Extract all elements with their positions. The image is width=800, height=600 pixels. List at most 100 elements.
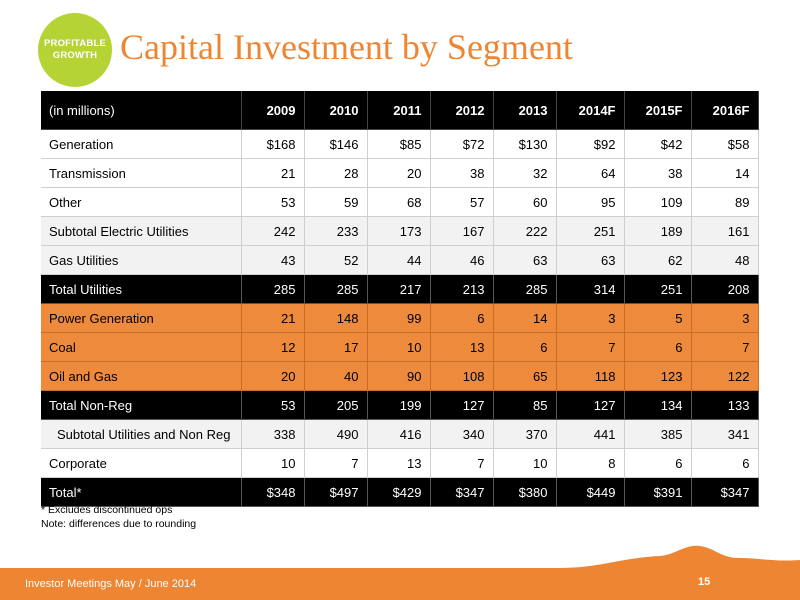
table-cell: 6	[624, 332, 692, 362]
header-year: 2015F	[624, 91, 692, 130]
table-cell: 7	[430, 448, 494, 478]
row-label: Transmission	[41, 158, 242, 188]
table-cell: 17	[304, 332, 368, 362]
table-cell: 208	[691, 274, 759, 304]
table-cell: 127	[556, 390, 625, 420]
row-label: Total Non-Reg	[41, 390, 242, 420]
table-cell: 122	[691, 361, 759, 391]
table-cell: 10	[367, 332, 431, 362]
row-label: Subtotal Utilities and Non Reg	[41, 419, 242, 449]
footer-event-text: Investor Meetings May / June 2014	[25, 578, 197, 590]
table-cell: $449	[556, 477, 625, 507]
table-cell: 57	[430, 187, 494, 217]
table-row: Total Utilities 285 285 217 213 285 314 251 208	[41, 274, 759, 304]
table-cell: 20	[241, 361, 305, 391]
header-year: 2016F	[691, 91, 759, 130]
table-cell: 12	[241, 332, 305, 362]
table-cell: 370	[493, 419, 557, 449]
row-label: Corporate	[41, 448, 242, 478]
table-row: Gas Utilities 43 52 44 46 63 63 62 48	[41, 245, 759, 275]
table-row: Generation $168 $146 $85 $72 $130 $92 $42 $58	[41, 129, 759, 159]
table-cell: 53	[241, 390, 305, 420]
table-cell: 38	[624, 158, 692, 188]
row-label: Other	[41, 187, 242, 217]
table-cell: 32	[493, 158, 557, 188]
header-year: 2013	[493, 91, 557, 130]
table-cell: $168	[241, 129, 305, 159]
table-cell: 213	[430, 274, 494, 304]
table-cell: 95	[556, 187, 625, 217]
table-cell: 490	[304, 419, 368, 449]
table-cell: 173	[367, 216, 431, 246]
table-cell: 242	[241, 216, 305, 246]
table-cell: 148	[304, 303, 368, 333]
table-cell: 85	[493, 390, 557, 420]
table-cell: 123	[624, 361, 692, 391]
row-label: Subtotal Electric Utilities	[41, 216, 242, 246]
table-cell: 68	[367, 187, 431, 217]
table-cell: 285	[241, 274, 305, 304]
table-row: Coal 12 17 10 13 6 7 6 7	[41, 332, 759, 362]
table-cell: 285	[493, 274, 557, 304]
table-cell: 167	[430, 216, 494, 246]
footnotes: * Excludes discontinued ops Note: differ…	[41, 503, 196, 531]
table-cell: 341	[691, 419, 759, 449]
table-cell: 7	[691, 332, 759, 362]
table-row: Corporate 10 7 13 7 10 8 6 6	[41, 448, 759, 478]
row-label: Power Generation	[41, 303, 242, 333]
footer-bar	[0, 568, 800, 600]
table-cell: 48	[691, 245, 759, 275]
table-cell: 64	[556, 158, 625, 188]
table-cell: 441	[556, 419, 625, 449]
footnote-discontinued: * Excludes discontinued ops	[41, 504, 173, 516]
table-row: Other 53 59 68 57 60 95 109 89	[41, 187, 759, 217]
table-cell: 46	[430, 245, 494, 275]
table-cell: 89	[691, 187, 759, 217]
row-label: Total*	[41, 477, 242, 507]
table-cell: 44	[367, 245, 431, 275]
table-cell: 199	[367, 390, 431, 420]
profitable-growth-badge: PROFITABLE GROWTH	[38, 13, 112, 87]
table-cell: 385	[624, 419, 692, 449]
table-row: Subtotal Electric Utilities 242 233 173 167 2…	[41, 216, 759, 246]
table-cell: $429	[367, 477, 431, 507]
table-cell: 416	[367, 419, 431, 449]
table-cell: 13	[430, 332, 494, 362]
table-cell: 338	[241, 419, 305, 449]
table-cell: 285	[304, 274, 368, 304]
table-cell: $348	[241, 477, 305, 507]
table-cell: 21	[241, 303, 305, 333]
table-row: Oil and Gas 20 40 90 108 65 118 123 122	[41, 361, 759, 391]
table-cell: 314	[556, 274, 625, 304]
table-row: Transmission 21 28 20 38 32 64 38 14	[41, 158, 759, 188]
footnote-rounding: Note: differences due to rounding	[41, 518, 197, 530]
table-cell: 62	[624, 245, 692, 275]
table-cell: 127	[430, 390, 494, 420]
table-cell: 5	[624, 303, 692, 333]
table-cell: 189	[624, 216, 692, 246]
table-row: Total Non-Reg 53 205 199 127 85 127 134 133	[41, 390, 759, 420]
table-cell: 6	[691, 448, 759, 478]
table-cell: 6	[624, 448, 692, 478]
table-cell: 233	[304, 216, 368, 246]
table-cell: 222	[493, 216, 557, 246]
header-units-label: (in millions)	[41, 91, 242, 130]
table-cell: $380	[493, 477, 557, 507]
table-cell: 20	[367, 158, 431, 188]
table-cell: 60	[493, 187, 557, 217]
table-cell: $92	[556, 129, 625, 159]
table-cell: 43	[241, 245, 305, 275]
table-cell: $497	[304, 477, 368, 507]
table-cell: 108	[430, 361, 494, 391]
page-number: 15	[698, 576, 711, 588]
badge-text: PROFITABLE GROWTH	[44, 38, 106, 61]
header-year: 2010	[304, 91, 368, 130]
table-row: Power Generation 21 148 99 6 14 3 5 3	[41, 303, 759, 333]
table-cell: 13	[367, 448, 431, 478]
table-cell: 251	[624, 274, 692, 304]
table-cell: 40	[304, 361, 368, 391]
table-cell: 65	[493, 361, 557, 391]
table-row: Total* $348 $497 $429 $347 $380 $449 $391 $347	[41, 477, 759, 507]
table-cell: 118	[556, 361, 625, 391]
table-cell: 340	[430, 419, 494, 449]
